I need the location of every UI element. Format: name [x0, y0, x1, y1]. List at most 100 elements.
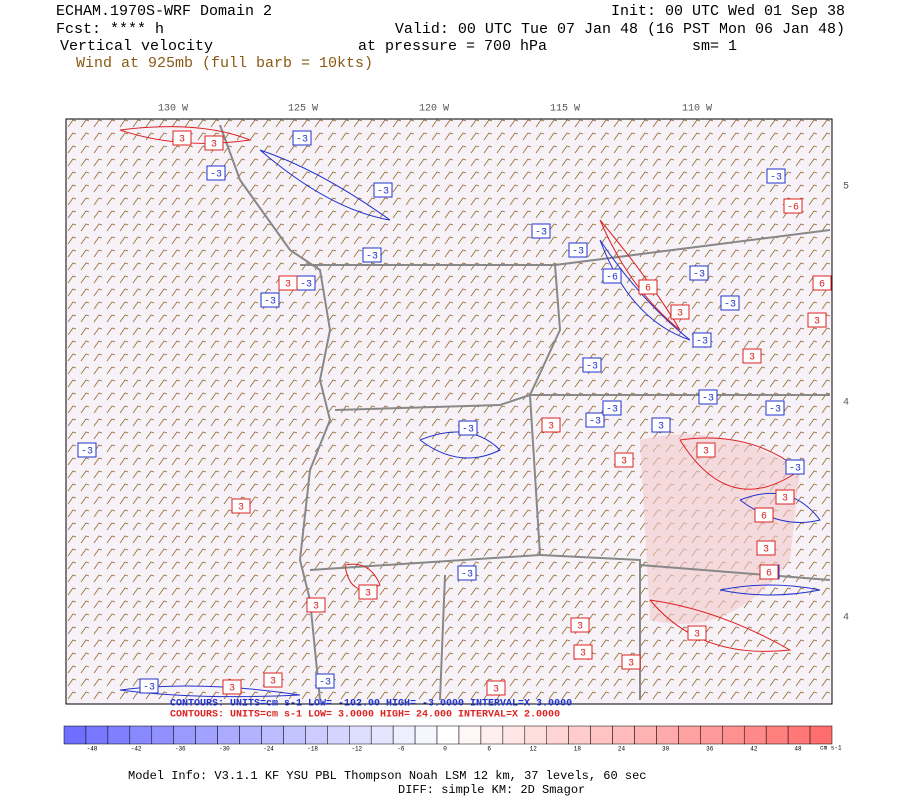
colorbar-swatch: [700, 725, 723, 745]
contour-label: -3: [770, 173, 782, 184]
colorbar: -48 -42 -36 -30 -24 -18 -12 -6 0 6 12 18 24 30 36 42 48: [63, 725, 833, 753]
contour-label-box: [720, 295, 740, 311]
contour-label-box: [742, 348, 762, 364]
borders: [219, 124, 831, 701]
contour-label: -6: [787, 203, 799, 214]
colorbar-label: 36: [706, 746, 714, 753]
contour-label-box: [457, 565, 477, 581]
colorbar-swatch: [305, 725, 328, 745]
colorbar-unit: cm s-1: [820, 745, 842, 752]
colorbar-swatch: [151, 725, 174, 745]
colorbar-swatch: [809, 725, 833, 745]
colorbar-swatch: [612, 725, 635, 745]
colorbar-swatch: [480, 725, 504, 745]
contour-label-box: [139, 678, 159, 694]
colorbar-label: -18: [307, 746, 318, 753]
colorbar-swatch: [722, 725, 745, 745]
contour-label: -3: [696, 337, 708, 348]
colorbar-swatch: [787, 725, 811, 745]
contour-label: 3: [580, 649, 586, 660]
contour-label: 6: [761, 512, 767, 523]
positive-contour-info: CONTOURS: UNITS=cm s-1 LOW= 3.0000 HIGH=…: [170, 710, 560, 721]
contour-label: 3: [211, 140, 217, 151]
title: ECHAM.1970S-WRF Domain 2: [56, 3, 272, 20]
contour-label: 3: [703, 447, 709, 458]
colorbar-label: 24: [618, 746, 626, 753]
contour-label: -3: [319, 678, 331, 689]
colorbar-swatch: [349, 725, 372, 745]
contour-label-box: [570, 617, 590, 633]
colorbar-swatch: [173, 725, 196, 745]
colorbar-label: -48: [87, 746, 98, 753]
contour-label: 3: [628, 659, 634, 670]
field: Vertical velocity: [60, 38, 213, 55]
colorbar-label: -30: [219, 746, 230, 753]
contour-label: -3: [589, 417, 601, 428]
contour-label-box: [638, 279, 658, 295]
colorbar-swatch: [634, 725, 657, 745]
contour-label-box: [263, 672, 283, 688]
contour-label-box: [754, 507, 774, 523]
contour-label-box: [696, 442, 716, 458]
contour-label-box: [531, 223, 551, 239]
contour-label-box: [260, 292, 280, 308]
contour-label-box: [541, 417, 561, 433]
colorbar-swatch: [765, 725, 789, 745]
contour-label: -3: [789, 464, 801, 475]
contour-label: 3: [621, 457, 627, 468]
contour-label: -3: [702, 394, 714, 405]
contour-label: -3: [606, 405, 618, 416]
colorbar-swatch: [217, 725, 240, 745]
contour-label: 3: [749, 353, 755, 364]
colorbar-swatch: [436, 725, 460, 745]
colorbar-label: 42: [750, 746, 758, 753]
colorbar-swatch: [678, 725, 701, 745]
contour-label-box: [315, 673, 335, 689]
contour-label: 6: [766, 569, 772, 580]
contour-label: 6: [645, 284, 651, 295]
lon-label: 115 W: [550, 104, 580, 115]
colorbar-swatch: [458, 725, 482, 745]
contour-label: 3: [179, 135, 185, 146]
contour-label-box: [568, 242, 588, 258]
contour-label: -3: [724, 300, 736, 311]
contour-label: 3: [285, 280, 291, 291]
contour-label: 3: [229, 684, 235, 695]
contour-label-box: [602, 400, 622, 416]
contour-label: -6: [606, 273, 618, 284]
contour-label-box: [783, 198, 803, 214]
lon-label: 120 W: [419, 104, 449, 115]
contour-label: -3: [586, 362, 598, 373]
graticule-labels: 130 W 125 W 120 W 115 W 110 W 5 4 4: [158, 104, 849, 624]
colorbar-swatch: [195, 725, 218, 745]
colorbar-swatch: [327, 725, 350, 745]
contour-label-box: [231, 498, 251, 514]
colorbar-swatch: [107, 725, 131, 745]
contour-label-box: [292, 130, 312, 146]
colorbar-swatch: [63, 725, 87, 745]
contour-label: -3: [462, 425, 474, 436]
colorbar-swatch: [370, 725, 394, 745]
contour-label-box: [759, 564, 779, 580]
colorbar-swatch: [743, 725, 767, 745]
colorbar-label: 18: [574, 746, 582, 753]
contour-label: 3: [313, 602, 319, 613]
contour-label: 6: [819, 280, 825, 291]
contour-label-box: [585, 412, 605, 428]
contour-label: 3: [694, 630, 700, 641]
contour-label: -3: [264, 297, 276, 308]
contour-label-box: [689, 265, 709, 281]
contour-label: 3: [238, 503, 244, 514]
colorbar-label: -12: [351, 746, 362, 753]
colorbar-swatch: [261, 725, 284, 745]
contour-label: -3: [461, 570, 473, 581]
contour-label: -3: [210, 170, 222, 181]
diff-info: DIFF: simple KM: 2D Smagor: [398, 783, 585, 797]
contour-label: 3: [270, 677, 276, 688]
contour-label: 3: [493, 685, 499, 696]
valid-time: Valid: 00 UTC Tue 07 Jan 48 (16 PST Mon …: [395, 21, 845, 38]
contour-label: -3: [296, 135, 308, 146]
contour-label-box: [756, 540, 776, 556]
contour-label: 3: [814, 317, 820, 328]
